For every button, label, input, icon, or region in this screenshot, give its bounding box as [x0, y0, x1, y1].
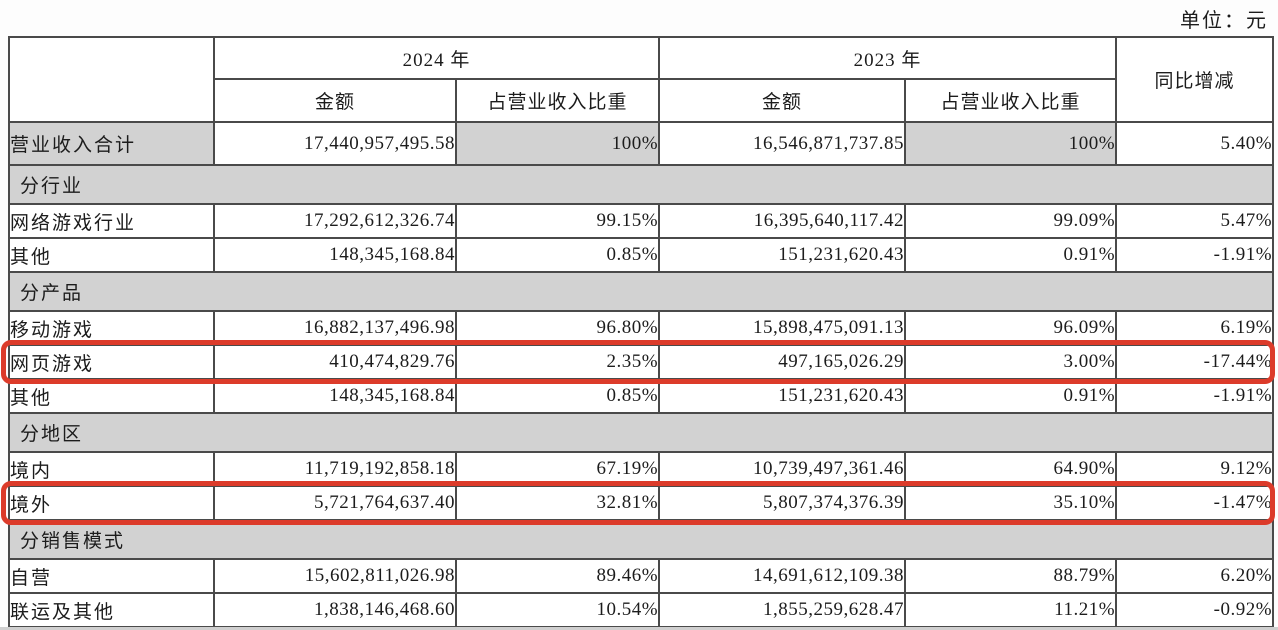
share-2023-cell: 99.09%	[904, 203, 1118, 239]
table-row: 其他 148,345,168.84 0.85% 151,231,620.43 0.91%…	[8, 237, 1275, 273]
row-label-cell: 网络游戏行业	[8, 203, 215, 239]
amount-2023-cell: 151,231,620.43	[658, 378, 907, 414]
section-label-cell: 分行业	[7, 164, 1275, 205]
amount-2023-header: 金额	[658, 78, 907, 123]
header-row-sub: 金额 占营业收入比重 金额 占营业收入比重	[9, 78, 1273, 123]
revenue-table: 2024 年 2023 年 同比增减 金额 占营业收入比重 金额 占营业收入比重…	[7, 36, 1275, 628]
table-row: 联运及其他 1,838,146,468.60 10.54% 1,855,259,628…	[8, 592, 1275, 628]
share-2024-cell: 67.19%	[454, 451, 661, 487]
row-label-cell: 境外	[8, 485, 215, 521]
year-2024-header: 2024 年	[212, 36, 661, 80]
table-row: 营业收入合计 17,440,957,495.58 100% 16,546,871,73…	[8, 121, 1275, 166]
amount-2023-cell: 10,739,497,361.46	[658, 451, 907, 487]
amount-2023-cell: 15,898,475,091.13	[658, 310, 907, 346]
amount-2024-cell: 5,721,764,637.40	[213, 485, 457, 521]
section-label-cell: 分产品	[7, 271, 1275, 312]
unit-label: 单位：元	[1180, 10, 1268, 32]
share-2024-cell: 0.85%	[454, 378, 661, 414]
amount-2024-cell: 15,602,811,026.98	[213, 558, 457, 594]
table-row: 移动游戏 16,882,137,496.98 96.80% 15,898,475,09…	[8, 310, 1275, 346]
amount-2024-cell: 148,345,168.84	[213, 378, 457, 414]
table-row: 自营 15,602,811,026.98 89.46% 14,691,612,109.…	[8, 558, 1275, 594]
table-row: 其他 148,345,168.84 0.85% 151,231,620.43 0.91%…	[8, 378, 1275, 414]
share-2023-cell: 0.91%	[904, 378, 1118, 414]
amount-2023-cell: 497,165,026.29	[658, 344, 907, 380]
yoy-cell: 5.40%	[1115, 121, 1275, 166]
share-2023-cell: 35.10%	[904, 485, 1118, 521]
row-label-cell: 联运及其他	[8, 592, 215, 628]
amount-2024-cell: 148,345,168.84	[213, 237, 457, 273]
share-2024-cell: 10.54%	[454, 592, 661, 628]
amount-2023-cell: 16,395,640,117.42	[658, 203, 907, 239]
amount-2023-cell: 16,546,871,737.85	[658, 121, 907, 166]
amount-2023-cell: 1,855,259,628.47	[658, 592, 907, 628]
share-2024-cell: 100%	[454, 121, 661, 166]
row-label-cell: 其他	[8, 237, 215, 273]
section-row: 分行业	[7, 164, 1275, 205]
share-2024-header: 占营业收入比重	[454, 78, 661, 123]
year-2023-header: 2023 年	[658, 36, 1118, 80]
yoy-cell: -17.44%	[1115, 344, 1275, 380]
share-2023-cell: 0.91%	[904, 237, 1118, 273]
header-row-years: 2024 年 2023 年 同比增减	[8, 36, 1275, 123]
bottom-page-strip	[0, 627, 1278, 630]
amount-2024-header: 金额	[213, 78, 457, 123]
share-2024-cell: 0.85%	[454, 237, 661, 273]
table-row: 境内 11,719,192,858.18 67.19% 10,739,497,361.…	[8, 451, 1275, 487]
row-label-cell: 自营	[8, 558, 215, 594]
amount-2023-cell: 5,807,374,376.39	[658, 485, 907, 521]
share-2024-cell: 2.35%	[454, 344, 661, 380]
yoy-cell: 6.19%	[1115, 310, 1275, 346]
row-label-cell: 网页游戏	[8, 344, 215, 380]
section-row: 分销售模式	[7, 519, 1275, 560]
amount-2023-cell: 151,231,620.43	[658, 237, 907, 273]
yoy-cell: 6.20%	[1115, 558, 1275, 594]
row-label-cell: 营业收入合计	[8, 121, 215, 166]
share-2023-cell: 100%	[904, 121, 1118, 166]
corner-blank-cell	[8, 36, 215, 123]
section-label-cell: 分销售模式	[7, 519, 1275, 560]
amount-2024-cell: 16,882,137,496.98	[213, 310, 457, 346]
yoy-header: 同比增减	[1115, 36, 1275, 123]
section-row: 分产品	[7, 271, 1275, 312]
share-2023-cell: 3.00%	[904, 344, 1118, 380]
section-row: 分地区	[7, 412, 1275, 453]
amount-2024-cell: 11,719,192,858.18	[213, 451, 457, 487]
share-2023-header: 占营业收入比重	[904, 78, 1118, 123]
yoy-cell: 9.12%	[1115, 451, 1275, 487]
share-2023-cell: 64.90%	[904, 451, 1118, 487]
share-2024-cell: 96.80%	[454, 310, 661, 346]
amount-2024-cell: 1,838,146,468.60	[213, 592, 457, 628]
yoy-cell: 5.47%	[1115, 203, 1275, 239]
table-body: 2024 年 2023 年 同比增减 金额 占营业收入比重 金额 占营业收入比重…	[7, 36, 1275, 628]
amount-2024-cell: 17,292,612,326.74	[213, 203, 457, 239]
amount-2024-cell: 410,474,829.76	[213, 344, 457, 380]
table-row: 网页游戏 410,474,829.76 2.35% 497,165,026.29 3.0…	[8, 344, 1275, 380]
share-2023-cell: 88.79%	[904, 558, 1118, 594]
yoy-cell: -1.91%	[1115, 237, 1275, 273]
row-label-cell: 移动游戏	[8, 310, 215, 346]
share-2023-cell: 11.21%	[904, 592, 1118, 628]
share-2023-cell: 96.09%	[904, 310, 1118, 346]
row-label-cell: 境内	[8, 451, 215, 487]
amount-2023-cell: 14,691,612,109.38	[658, 558, 907, 594]
yoy-cell: -1.91%	[1115, 378, 1275, 414]
amount-2024-cell: 17,440,957,495.58	[213, 121, 457, 166]
section-label-cell: 分地区	[7, 412, 1275, 453]
yoy-cell: -0.92%	[1115, 592, 1275, 628]
yoy-cell: -1.47%	[1115, 485, 1275, 521]
share-2024-cell: 32.81%	[454, 485, 661, 521]
table-row: 网络游戏行业 17,292,612,326.74 99.15% 16,395,640,…	[8, 203, 1275, 239]
row-label-cell: 其他	[8, 378, 215, 414]
share-2024-cell: 89.46%	[454, 558, 661, 594]
table-row: 境外 5,721,764,637.40 32.81% 5,807,374,376.39…	[8, 485, 1275, 521]
share-2024-cell: 99.15%	[454, 203, 661, 239]
